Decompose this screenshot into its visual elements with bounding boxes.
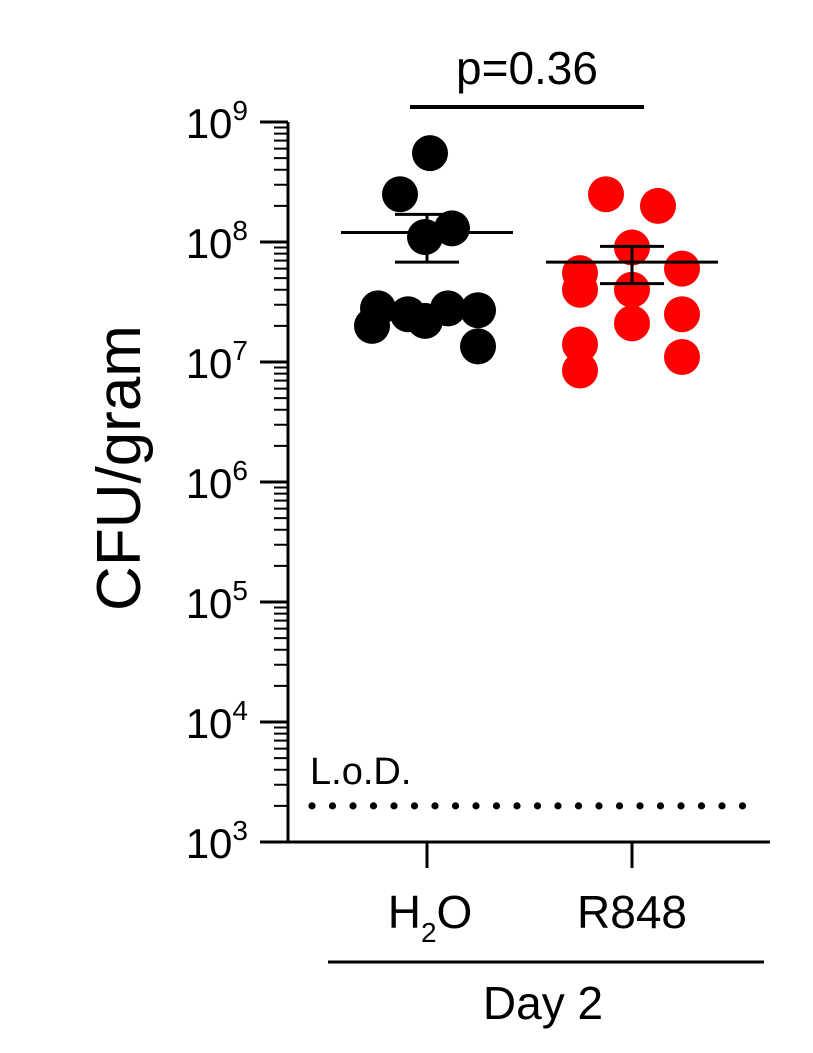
y-tick-base: 10	[186, 700, 233, 747]
lod-dot	[615, 802, 624, 810]
point-r848	[562, 271, 598, 308]
point-h2o	[460, 328, 496, 365]
y-tick-base: 10	[186, 220, 233, 267]
lod-dot	[308, 802, 316, 810]
lod-dot	[410, 802, 419, 810]
lod-dot	[472, 802, 480, 810]
y-tick-label: 103	[186, 815, 248, 867]
mean-sem-bars	[341, 212, 718, 286]
y-tick-label: 106	[186, 455, 248, 507]
axes-layer	[286, 105, 770, 964]
y-tick-base: 10	[186, 580, 233, 627]
x-tick-label-r848: R848	[577, 886, 687, 938]
y-tick-base: 10	[186, 820, 233, 867]
point-r848	[588, 176, 624, 213]
y-tick-base: 10	[186, 100, 233, 147]
y-axis-label: CFU/gram	[85, 325, 154, 611]
labels-layer: CFU/gram p=0.36 L.o.D. Day 2 H2O R848	[85, 42, 687, 1029]
y-tick-label: 104	[186, 695, 248, 747]
lod-dot	[595, 802, 603, 810]
h2o-main: H	[388, 886, 421, 938]
y-tick-exponent: 4	[232, 695, 248, 726]
point-h2o	[382, 176, 418, 213]
y-tick-label: 108	[186, 215, 248, 267]
lod-dot	[369, 802, 378, 810]
point-h2o	[407, 302, 443, 339]
point-r848	[664, 296, 700, 333]
y-tick-exponent: 5	[232, 575, 248, 606]
lod-dot	[738, 802, 747, 810]
point-h2o	[434, 210, 470, 247]
y-tick-exponent: 8	[232, 215, 248, 246]
lod-dot	[533, 802, 542, 810]
lod-dot	[349, 802, 357, 810]
point-h2o	[354, 307, 390, 344]
lod-dot	[451, 802, 460, 810]
lod-dot	[677, 802, 685, 810]
point-r848	[614, 305, 650, 342]
point-h2o	[412, 135, 448, 172]
point-r848	[664, 339, 700, 376]
point-h2o	[407, 219, 443, 256]
point-r848	[562, 326, 598, 363]
data-points	[354, 135, 700, 389]
lod-dot	[492, 802, 501, 810]
lod-dot	[554, 802, 562, 810]
y-tick-exponent: 3	[232, 815, 248, 846]
lod-dot	[390, 802, 398, 810]
y-tick-base: 10	[186, 340, 233, 387]
lod-dot	[513, 802, 521, 810]
y-tick-base: 10	[186, 460, 233, 507]
lod-label: L.o.D.	[310, 751, 411, 793]
h2o-subscript: 2	[421, 917, 437, 948]
y-tick-label: 105	[186, 575, 248, 627]
y-tick-label: 107	[186, 335, 248, 387]
point-r848	[664, 250, 700, 287]
point-r848	[614, 271, 650, 308]
lod-dot	[328, 802, 337, 810]
lod-dot	[656, 802, 665, 810]
point-h2o	[460, 292, 496, 329]
y-tick-exponent: 7	[232, 335, 248, 366]
x-tick-label-h2o: H2O	[388, 886, 473, 948]
lod-dot	[697, 802, 706, 810]
lod-dot	[431, 802, 439, 810]
y-tick-exponent: 9	[232, 95, 248, 126]
p-value-label: p=0.36	[456, 42, 598, 94]
lod-dot	[574, 802, 583, 810]
point-r848	[562, 352, 598, 389]
point-r848	[640, 187, 676, 224]
lod-dot	[636, 802, 644, 810]
lod-layer	[308, 802, 747, 810]
h2o-tail: O	[437, 886, 473, 938]
group-label: Day 2	[483, 977, 603, 1029]
y-tick-label: 109	[186, 95, 248, 147]
lod-dot	[718, 802, 726, 810]
y-tick-exponent: 6	[232, 455, 248, 486]
